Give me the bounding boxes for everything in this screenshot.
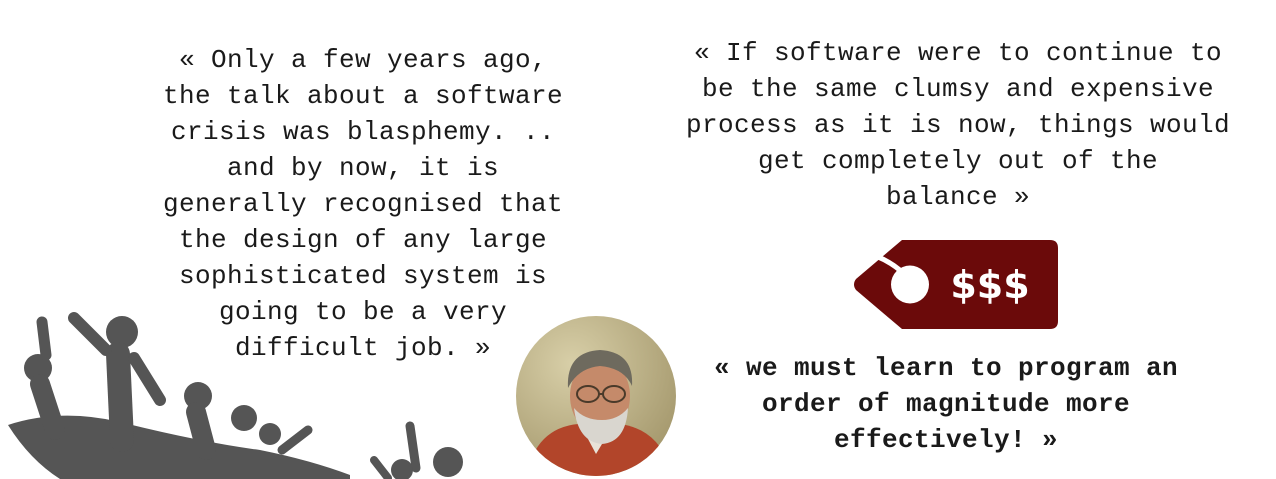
quote-line: the talk about a software	[162, 81, 564, 111]
figure-arm	[405, 421, 421, 473]
quote-line: difficult job. »	[234, 333, 492, 363]
figure-head	[106, 316, 138, 348]
quote-right: « If software were to continue to be the…	[640, 35, 1276, 215]
drowning-crowd-icon	[8, 312, 463, 479]
figure-arm	[36, 316, 52, 361]
quote-line: crisis was blasphemy. ..	[170, 117, 556, 147]
quote-line: process as it is now, things would	[685, 110, 1231, 140]
price-tag-hole	[891, 265, 929, 304]
quote-bottom: « we must learn to program an order of m…	[660, 350, 1232, 458]
quote-line: « If software were to continue to	[693, 38, 1223, 68]
quote-left: « Only a few years ago, the talk about a…	[120, 42, 606, 366]
figure-arm	[128, 352, 166, 406]
quote-line: the design of any large	[178, 225, 548, 255]
figure-head	[231, 405, 257, 431]
quote-line: going to be a very	[218, 297, 508, 327]
figure-head	[433, 447, 463, 477]
price-tag-icon: $$$	[854, 240, 1058, 329]
quote-line: « Only a few years ago,	[178, 45, 548, 75]
portrait-face	[570, 358, 630, 434]
figure-body	[186, 402, 216, 460]
portrait-sweater	[526, 424, 672, 476]
bearded-man-portrait	[516, 316, 676, 476]
portrait-glasses	[576, 385, 626, 403]
figure-arm	[370, 456, 392, 479]
figure-head	[184, 382, 212, 410]
quote-line: be the same clumsy and expensive	[701, 74, 1215, 104]
quote-line: sophisticated system is	[178, 261, 548, 291]
quote-line: generally recognised that	[162, 189, 564, 219]
boat-shape	[8, 415, 350, 479]
price-tag-label: $$$	[950, 263, 1029, 307]
quote-line: balance »	[885, 182, 1031, 212]
quote-line: get completely out of the	[757, 146, 1159, 176]
quote-line: effectively! »	[833, 425, 1059, 455]
price-tag-string	[873, 253, 913, 283]
figure-arm	[277, 425, 313, 455]
figure-head	[391, 459, 413, 479]
figure-body	[30, 374, 65, 440]
figure-arm	[68, 312, 112, 356]
figure-head	[259, 423, 281, 445]
figure-head	[24, 354, 52, 382]
quote-line: order of magnitude more	[761, 389, 1131, 419]
quote-line: « we must learn to program an	[713, 353, 1179, 383]
figure-body	[106, 342, 134, 452]
portrait-beard	[574, 408, 628, 444]
quote-line: and by now, it is	[226, 153, 500, 183]
price-tag-shape	[854, 240, 1058, 329]
portrait-hair	[567, 350, 633, 388]
